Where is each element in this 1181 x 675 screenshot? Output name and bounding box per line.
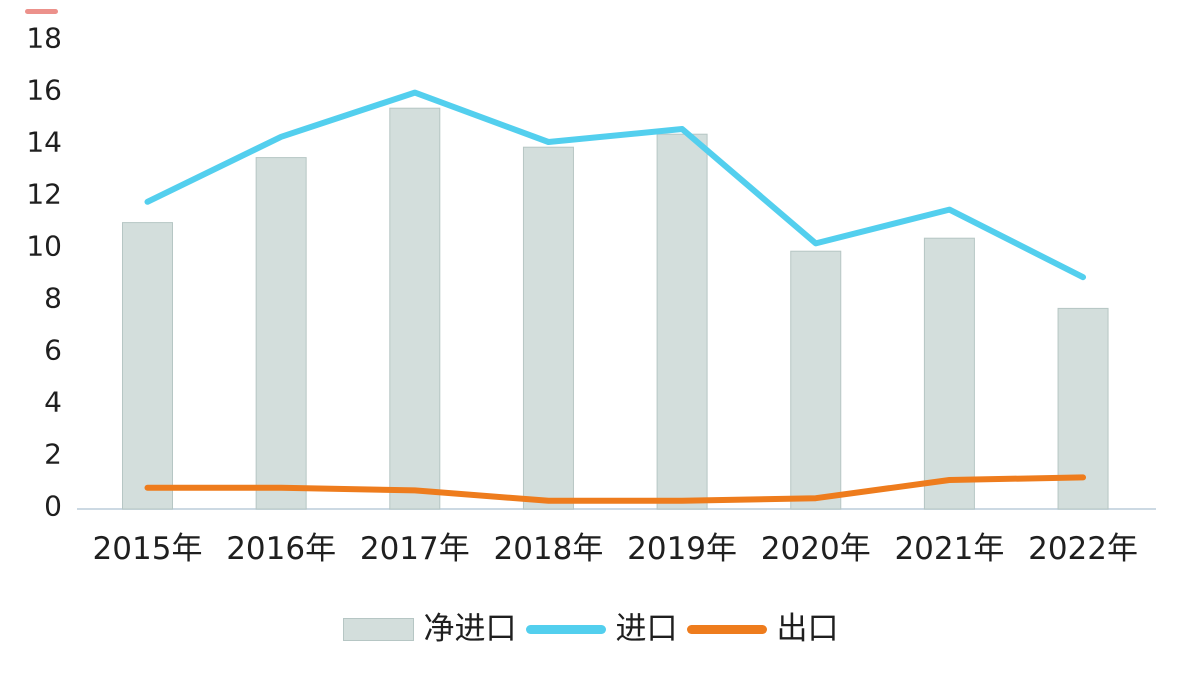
y-tick-label-4: 4 [44, 386, 62, 419]
import-line-swatch-icon [525, 624, 606, 634]
x-axis-label-2021年: 2021年 [894, 531, 1004, 567]
chart-legend: 净进口 进口 出口 [0, 603, 1181, 655]
net-import-bar-swatch-icon [342, 617, 414, 641]
y-tick-label-14: 14 [26, 126, 62, 159]
line-series-出口 [144, 474, 1087, 504]
y-tick-label-8: 8 [44, 282, 62, 315]
y-tick-label-10: 10 [26, 230, 62, 263]
bar-2019年 [656, 133, 708, 510]
legend-label-export: 出口 [776, 610, 839, 647]
y-tick-label-16: 16 [26, 74, 62, 107]
line-series-进口 [144, 89, 1087, 281]
bar-2021年 [923, 237, 975, 510]
x-axis-label-2022年: 2022年 [1028, 531, 1138, 567]
y-tick-label-0: 0 [44, 490, 62, 523]
legend-item-export: 出口 [686, 610, 839, 647]
combo-chart-svg: 0 2 4 6 8 10 12 14 16 18 2015年 2016年 2017年 2018年 2019年… [26, 22, 1156, 567]
bar-2017年 [389, 107, 441, 510]
bar-2016年 [255, 157, 307, 510]
x-axis-label-2016年: 2016年 [226, 531, 336, 567]
y-tick-label-6: 6 [44, 334, 62, 367]
x-axis-label-2015年: 2015年 [93, 531, 203, 567]
x-axis-label-2018年: 2018年 [493, 531, 603, 567]
legend-item-net-import: 净进口 [342, 610, 517, 647]
bar-2015年 [122, 222, 173, 510]
x-axis-label-2020年: 2020年 [761, 531, 871, 567]
legend-label-net-import: 净进口 [423, 610, 517, 647]
y-tick-label-12: 12 [26, 178, 62, 211]
bar-2020年 [790, 250, 842, 510]
stray-red-mark [25, 9, 58, 14]
x-axis-label-2019年: 2019年 [627, 531, 737, 567]
y-tick-label-2: 2 [44, 438, 62, 471]
bar-2018年 [522, 146, 574, 510]
x-axis-label-2017年: 2017年 [360, 531, 470, 567]
legend-label-import: 进口 [615, 610, 678, 647]
legend-item-import: 进口 [525, 610, 678, 647]
y-tick-label-18: 18 [26, 22, 62, 55]
export-line-swatch-icon [686, 624, 767, 634]
